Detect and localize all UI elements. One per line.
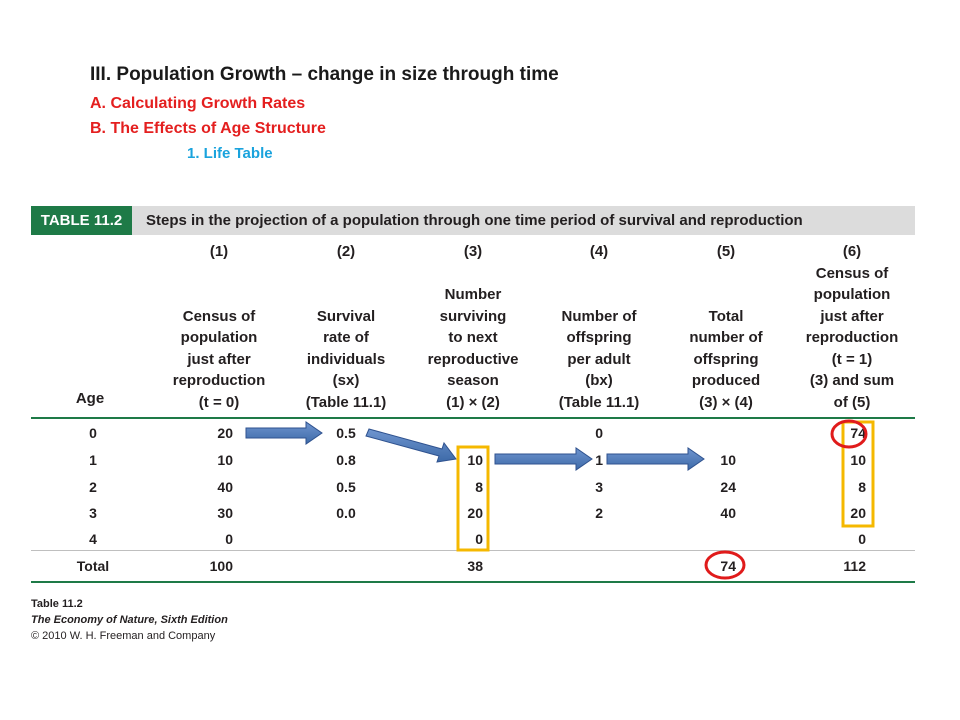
cell-age: 3 xyxy=(89,505,97,521)
cell-total-offspring: 24 xyxy=(720,479,736,495)
cell-census-t1: 8 xyxy=(858,479,866,495)
column-header-total-offspring: Total number of offspring produced (3) ×… xyxy=(689,307,763,411)
cell-offspring-per-adult: 1 xyxy=(595,452,603,468)
column-number-5: (5) xyxy=(716,243,736,260)
table-title: Steps in the projection of a population … xyxy=(146,212,803,229)
bottom-rule xyxy=(31,581,915,583)
column-header-census-t1: Census of population just after reproduc… xyxy=(805,264,899,411)
cell-total-census-t1: 112 xyxy=(843,558,866,574)
total-separator xyxy=(31,550,915,551)
caption-table-number: Table 11.2 xyxy=(31,598,83,610)
cell-census-t0: 30 xyxy=(217,505,233,521)
cell-census-t0: 40 xyxy=(217,479,233,495)
cell-age: 2 xyxy=(89,479,97,495)
slide-heading: III. Population Growth – change in size … xyxy=(90,64,559,85)
cell-total-census-t0: 100 xyxy=(209,558,233,574)
cell-total-offspring: 40 xyxy=(720,505,736,521)
cell-census-t1: 74 xyxy=(850,425,866,441)
cell-total-label: Total xyxy=(76,558,110,574)
column-header-offspring-per-adult: Number of offspring per adult (bx) (Tabl… xyxy=(558,307,640,411)
cell-survival: 0.5 xyxy=(336,479,356,495)
cell-offspring-per-adult: 0 xyxy=(595,425,603,441)
cell-census-t0: 10 xyxy=(217,452,233,468)
column-number-1: (1) xyxy=(209,243,229,260)
cell-total-surviving: 38 xyxy=(467,558,483,574)
cell-surviving: 20 xyxy=(467,505,483,521)
cell-surviving: 0 xyxy=(475,531,483,547)
cell-age: 4 xyxy=(89,531,97,547)
column-header-census-t0: Census of population just after reproduc… xyxy=(172,307,266,411)
column-number-3: (3) xyxy=(463,243,483,260)
cell-age: 1 xyxy=(89,452,97,468)
cell-offspring-per-adult: 3 xyxy=(595,479,603,495)
column-number-4: (4) xyxy=(589,243,609,260)
table-caption: Table 11.2 The Economy of Nature, Sixth … xyxy=(31,596,228,644)
table-banner xyxy=(31,206,915,235)
column-header-survival-rate: Survival rate of individuals (sx) (Table… xyxy=(305,307,387,411)
cell-census-t0: 0 xyxy=(225,531,233,547)
cell-offspring-per-adult: 2 xyxy=(595,505,603,521)
column-number-2: (2) xyxy=(336,243,356,260)
cell-census-t0: 20 xyxy=(217,425,233,441)
header-rule xyxy=(31,417,915,419)
column-header-number-surviving: Number surviving to next reproductive se… xyxy=(427,286,519,411)
subheading-life-table: 1. Life Table xyxy=(187,145,273,162)
caption-copyright: © 2010 W. H. Freeman and Company xyxy=(31,630,216,642)
cell-census-t1: 0 xyxy=(858,531,866,547)
cell-survival: 0.0 xyxy=(336,505,356,521)
cell-surviving: 10 xyxy=(467,452,483,468)
arrow-right-icon xyxy=(245,421,323,445)
cell-census-t1: 20 xyxy=(850,505,866,521)
cell-total-offspring: 74 xyxy=(720,558,736,574)
subheading-growth-rates: A. Calculating Growth Rates xyxy=(90,95,306,112)
caption-book-title: The Economy of Nature, Sixth Edition xyxy=(31,614,228,626)
cell-census-t1: 10 xyxy=(850,452,866,468)
cell-total-offspring: 10 xyxy=(720,452,736,468)
cell-survival: 0.5 xyxy=(336,425,356,441)
cell-age: 0 xyxy=(89,425,97,441)
cell-surviving: 8 xyxy=(475,479,483,495)
table-tag: TABLE 11.2 xyxy=(31,206,132,235)
column-number-6: (6) xyxy=(842,243,862,260)
age-header: Age xyxy=(75,390,105,407)
cell-survival: 0.8 xyxy=(336,452,356,468)
subheading-age-structure: B. The Effects of Age Structure xyxy=(90,120,326,137)
